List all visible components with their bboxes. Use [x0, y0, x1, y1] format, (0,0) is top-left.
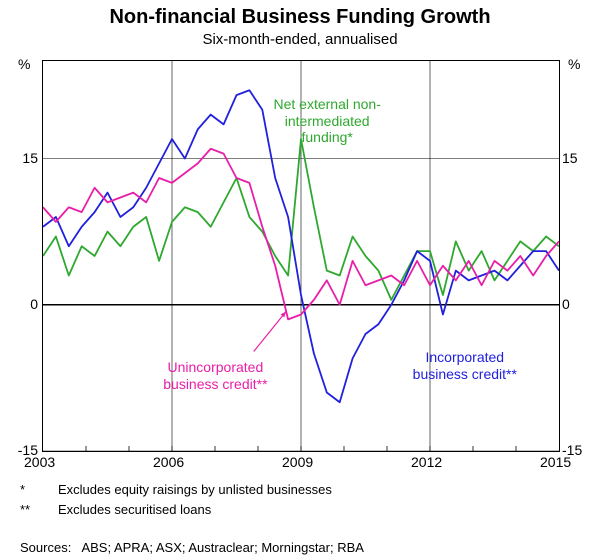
ytick-left: 15: [22, 150, 38, 166]
sources-text: ABS; APRA; ASX; Austraclear; Morningstar…: [81, 540, 364, 555]
chart-subtitle: Six-month-ended, annualised: [0, 31, 600, 48]
y-unit-right: %: [568, 56, 580, 72]
chart-title: Non-financial Business Funding Growth: [0, 0, 600, 29]
series-label: Incorporatedbusiness credit**: [380, 349, 550, 383]
ytick-right: 0: [562, 296, 570, 312]
footnote-text: Excludes equity raisings by unlisted bus…: [58, 480, 332, 500]
footnote-key: **: [20, 500, 40, 520]
chart-container: Non-financial Business Funding Growth Si…: [0, 0, 600, 560]
xtick: 2009: [282, 454, 313, 470]
xtick: 2003: [24, 454, 55, 470]
footnote-key: *: [20, 480, 40, 500]
y-unit-left: %: [18, 56, 30, 72]
series-label: Net external non-intermediatedfunding*: [242, 96, 412, 146]
xtick: 2012: [411, 454, 442, 470]
footnote-1: * Excludes equity raisings by unlisted b…: [20, 480, 332, 500]
xtick: 2006: [153, 454, 184, 470]
xtick: 2015: [540, 454, 571, 470]
footnote-text: Excludes securitised loans: [58, 500, 211, 520]
sources-label: Sources:: [20, 540, 71, 555]
ytick-right: 15: [562, 150, 578, 166]
sources: Sources: ABS; APRA; ASX; Austraclear; Mo…: [20, 540, 364, 555]
series-label: Unincorporatedbusiness credit**: [130, 359, 300, 393]
ytick-left: 0: [30, 296, 38, 312]
footnotes: * Excludes equity raisings by unlisted b…: [20, 480, 332, 519]
footnote-2: ** Excludes securitised loans: [20, 500, 332, 520]
